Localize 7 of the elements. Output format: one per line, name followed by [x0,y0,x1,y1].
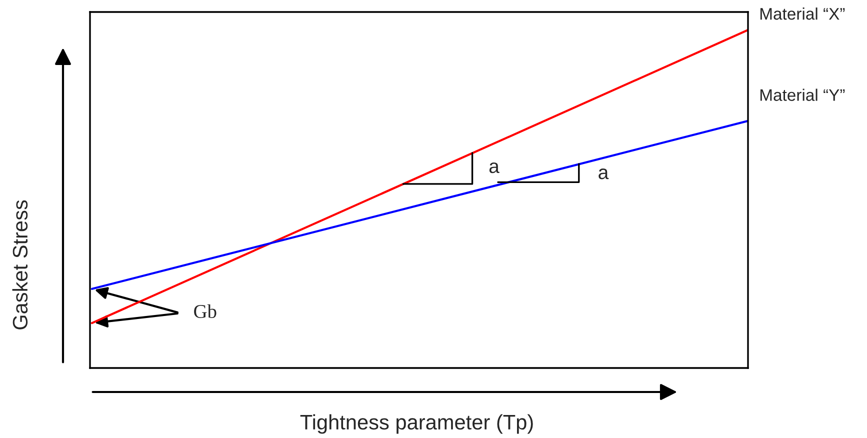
annotation: a [598,168,609,180]
series-label: Material “Y” [760,88,845,101]
x-axis-title: Tightness parameter (Tp) [300,414,533,434]
annotation: Gb [194,304,216,318]
annotation: a [489,162,500,174]
series-label: Material “X” [760,8,845,20]
y-axis-title: Gasket Stress [12,200,28,330]
